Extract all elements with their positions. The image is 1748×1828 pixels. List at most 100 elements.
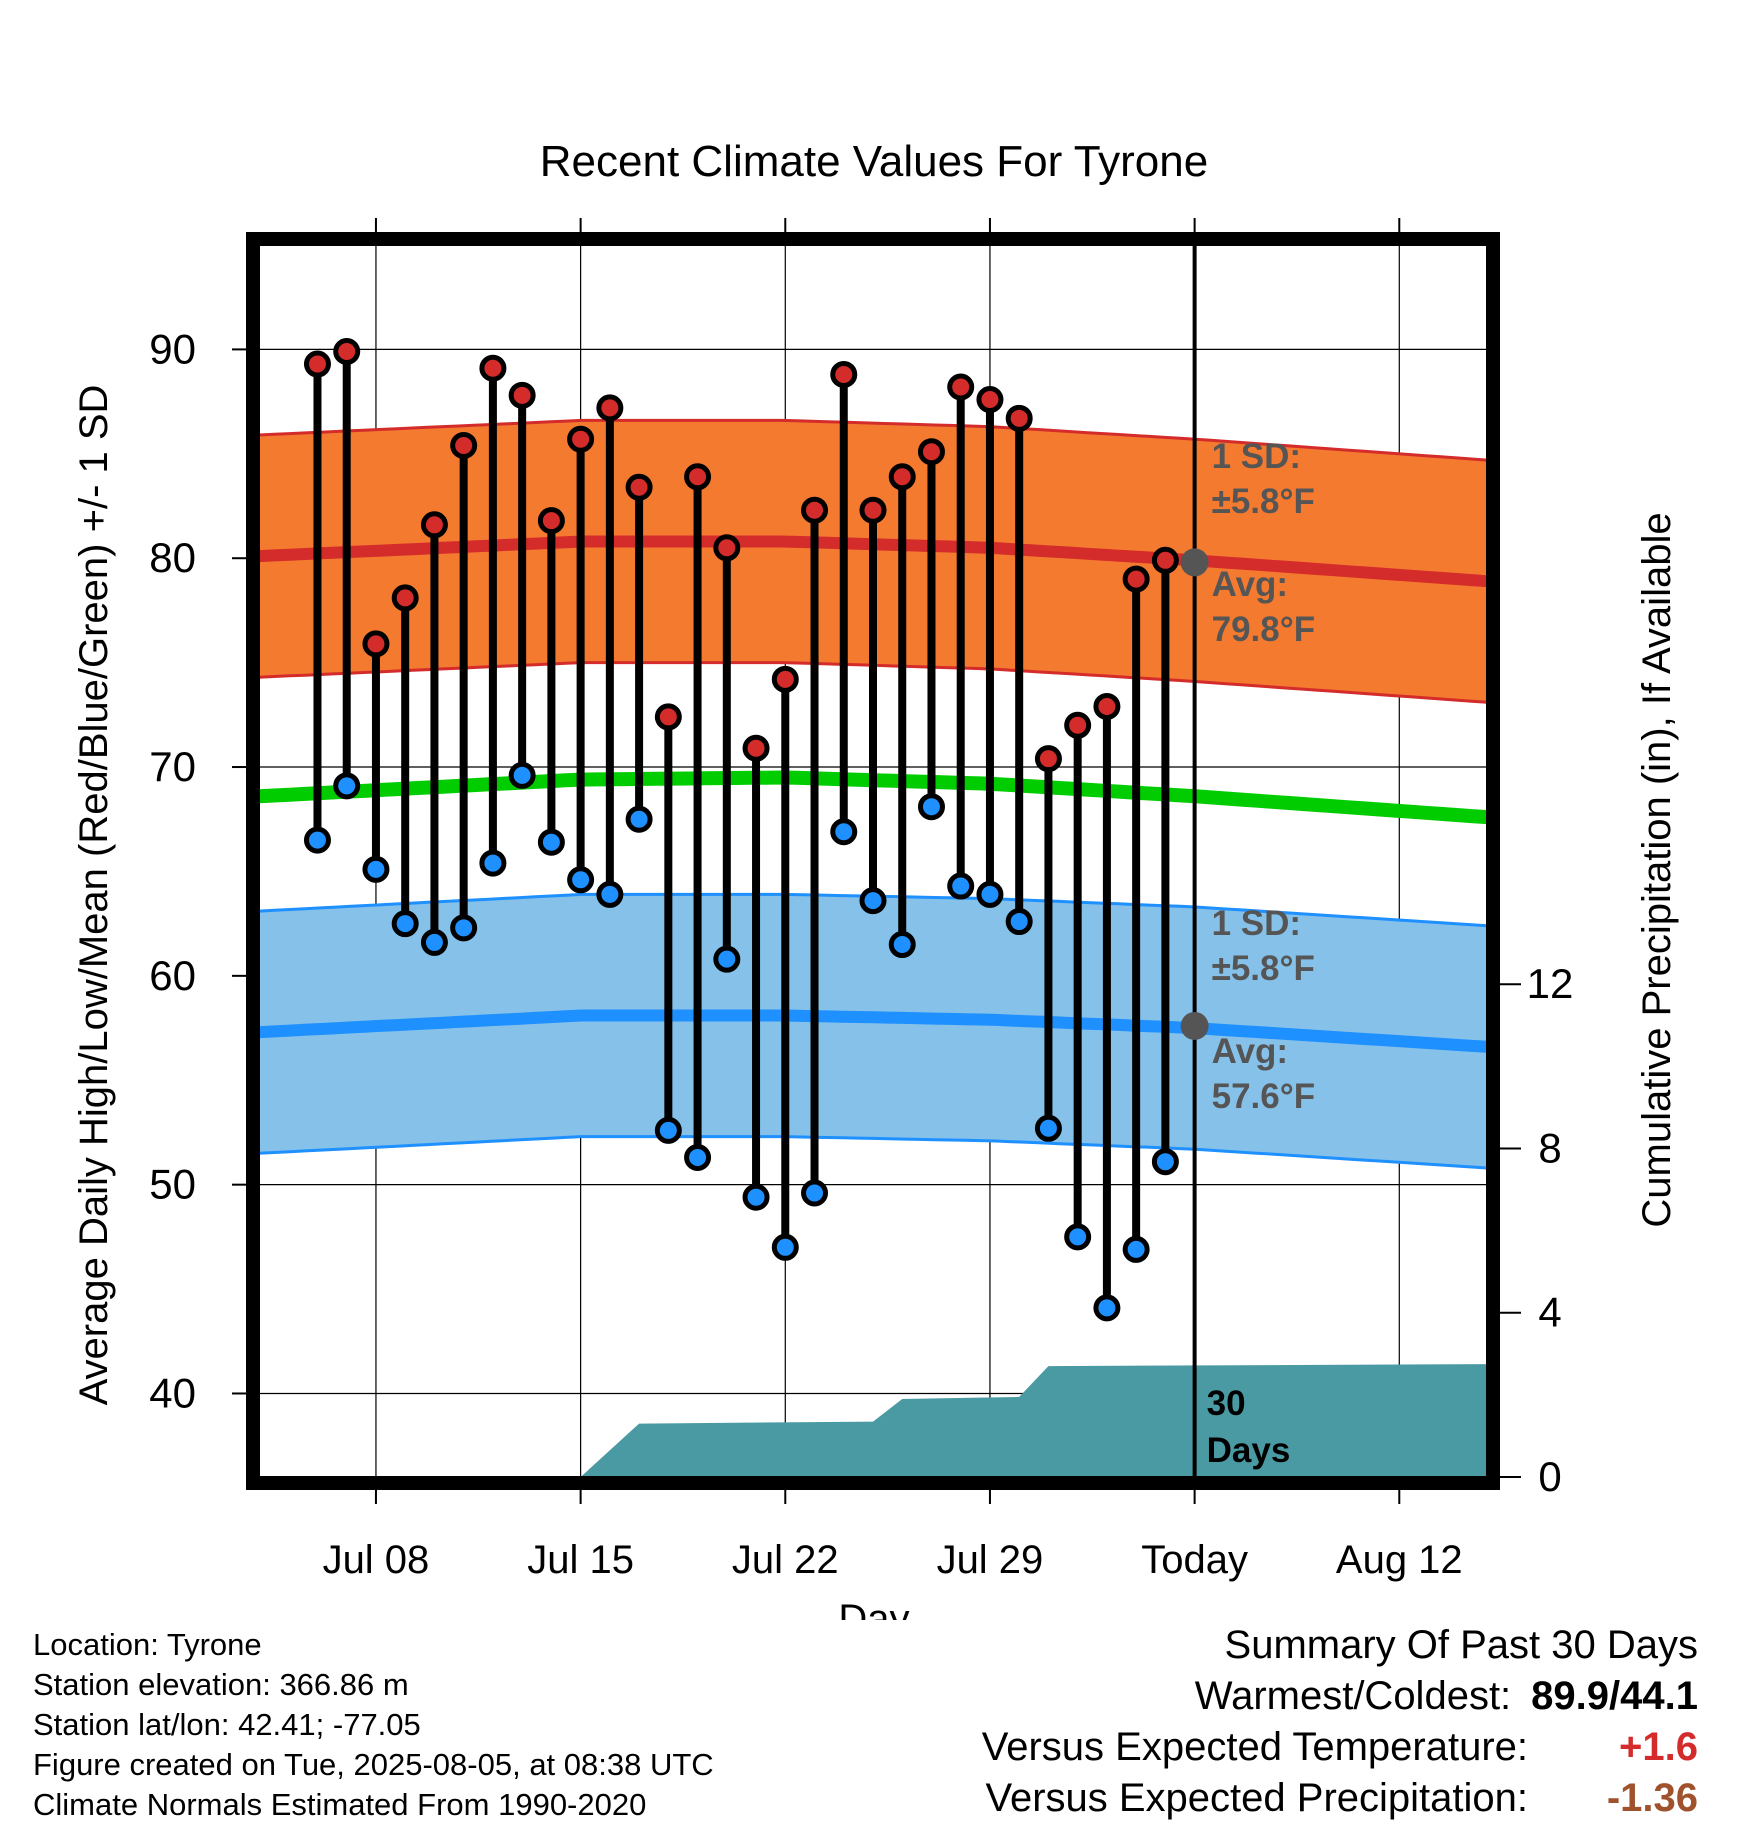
plot-frame: [246, 232, 1500, 1490]
low-sd-band: [259, 894, 1487, 1168]
high-point: [625, 473, 653, 501]
x-tick-label: Jul 29: [937, 1538, 1044, 1582]
low-point: [976, 880, 1004, 908]
high-point: [1005, 404, 1033, 432]
y2-tick-label: 12: [1527, 960, 1574, 1007]
low-point: [508, 761, 536, 789]
annotations: 1 SD: ±5.8°F Avg: 79.8°F 1 SD: ±5.8°F Avg: 57.6…: [1180, 245, 1316, 1477]
low-avg-label: Avg:: [1212, 1032, 1288, 1071]
high-point: [801, 496, 829, 524]
low-point: [1122, 1235, 1150, 1263]
high-point: [1122, 565, 1150, 593]
summary-panel: Summary Of Past 30 Days Warmest/Coldest:…: [982, 1620, 1698, 1824]
low-point: [625, 805, 653, 833]
temp-label: Versus Expected Temperature:: [981, 1725, 1528, 1769]
high-point: [333, 337, 361, 365]
high-avg-value: 79.8°F: [1212, 610, 1316, 649]
precip-value: -1.36: [1606, 1776, 1698, 1820]
high-avg-label: Avg:: [1212, 565, 1288, 604]
warmest-label: Warmest/Coldest:: [1194, 1674, 1512, 1718]
low-point: [917, 793, 945, 821]
y-tick-label: 60: [149, 952, 196, 999]
latlon-text: Station lat/lon: 42.41; -77.05: [33, 1707, 421, 1742]
summary-precip-row: Versus Expected Precipitation: -1.36: [982, 1773, 1698, 1824]
normals-text: Climate Normals Estimated From 1990-2020: [33, 1787, 647, 1822]
low-point: [303, 826, 331, 854]
y2-tick-label: 0: [1538, 1453, 1561, 1500]
high-point: [654, 703, 682, 731]
high-point: [450, 431, 478, 459]
high-point: [771, 665, 799, 693]
high-point: [947, 373, 975, 401]
high-point: [362, 630, 390, 658]
y-axis-label: Average Daily High/Low/Mean (Red/Blue/Gr…: [72, 385, 116, 1406]
low-point: [859, 887, 887, 915]
high-point: [303, 350, 331, 378]
low-point: [1093, 1294, 1121, 1322]
low-point: [771, 1233, 799, 1261]
daily-temperature-bars: [303, 337, 1179, 1322]
high-point: [1093, 692, 1121, 720]
x-tick-label: Jul 15: [527, 1538, 634, 1582]
y2-tick-label: 8: [1538, 1124, 1561, 1171]
high-sd-label: 1 SD:: [1212, 437, 1301, 476]
low-point: [654, 1116, 682, 1144]
y-tick-label: 40: [149, 1369, 196, 1416]
high-sd-value: ±5.8°F: [1212, 482, 1315, 521]
temp-value: +1.6: [1619, 1725, 1698, 1769]
high-point: [1064, 711, 1092, 739]
low-point: [1005, 908, 1033, 936]
summary-warmest-row: Warmest/Coldest: 89.9/44.1: [982, 1671, 1698, 1722]
warmest-value: 89.9/44.1: [1531, 1674, 1698, 1718]
x-tick-label: Jul 22: [732, 1538, 839, 1582]
low-point: [596, 880, 624, 908]
window-label-number: 30: [1207, 1384, 1246, 1423]
low-point: [450, 914, 478, 942]
low-point: [1064, 1223, 1092, 1251]
low-point: [888, 931, 916, 959]
low-point: [1034, 1114, 1062, 1142]
elevation-text: Station elevation: 366.86 m: [33, 1667, 409, 1702]
low-point: [420, 928, 448, 956]
low-point: [479, 849, 507, 877]
high-point: [479, 354, 507, 382]
low-point: [742, 1183, 770, 1211]
high-point: [537, 507, 565, 535]
low-sd-label: 1 SD:: [1212, 904, 1301, 943]
y-tick-label: 50: [149, 1161, 196, 1208]
high-point: [596, 394, 624, 422]
low-point: [801, 1179, 829, 1207]
low-point: [830, 818, 858, 846]
high-point: [1034, 745, 1062, 773]
y-tick-label: 80: [149, 534, 196, 581]
x-tick-label: Aug 12: [1336, 1538, 1463, 1582]
summary-title: Summary Of Past 30 Days: [1224, 1623, 1698, 1667]
y-tick-label: 90: [149, 325, 196, 372]
axes: 40 50 60 70 80 90 0 4 8 12 Jul 08 Jul 15 Jul 22 Jul 2…: [149, 218, 1573, 1582]
low-point: [362, 855, 390, 883]
high-point: [917, 438, 945, 466]
x-axis-label: Day: [838, 1597, 909, 1620]
high-point: [888, 463, 916, 491]
low-point: [537, 828, 565, 856]
low-avg-line: [258, 1009, 1488, 1053]
precip-area-fill: [580, 1364, 1487, 1477]
low-point: [391, 910, 419, 938]
low-point: [947, 872, 975, 900]
high-point: [567, 425, 595, 453]
high-point: [508, 381, 536, 409]
today-high-normal-marker: [1180, 548, 1209, 577]
high-point: [713, 534, 741, 562]
low-sd-lower-line: [258, 1135, 1488, 1170]
high-point: [420, 511, 448, 539]
high-point: [976, 386, 1004, 414]
y2-axis-label: Cumulative Precipitation (in), If Availa…: [1635, 512, 1679, 1227]
y2-tick-label: 4: [1538, 1289, 1561, 1336]
high-point: [859, 496, 887, 524]
station-info: Location: Tyrone Station elevation: 366.…: [33, 1625, 714, 1825]
y-tick-label: 70: [149, 743, 196, 790]
low-point: [713, 945, 741, 973]
window-label-days: Days: [1207, 1431, 1291, 1470]
high-point: [391, 584, 419, 612]
low-point: [567, 866, 595, 894]
